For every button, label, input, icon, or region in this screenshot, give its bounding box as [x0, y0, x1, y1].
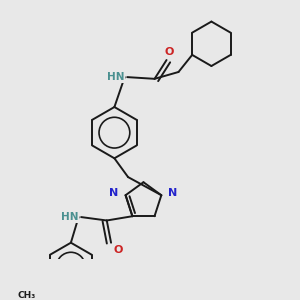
- Text: N: N: [110, 188, 119, 199]
- Text: O: O: [113, 244, 123, 254]
- Text: O: O: [164, 47, 174, 57]
- Text: CH₃: CH₃: [18, 291, 36, 300]
- Text: HN: HN: [107, 72, 125, 82]
- Text: N: N: [168, 188, 177, 199]
- Text: HN: HN: [61, 212, 79, 222]
